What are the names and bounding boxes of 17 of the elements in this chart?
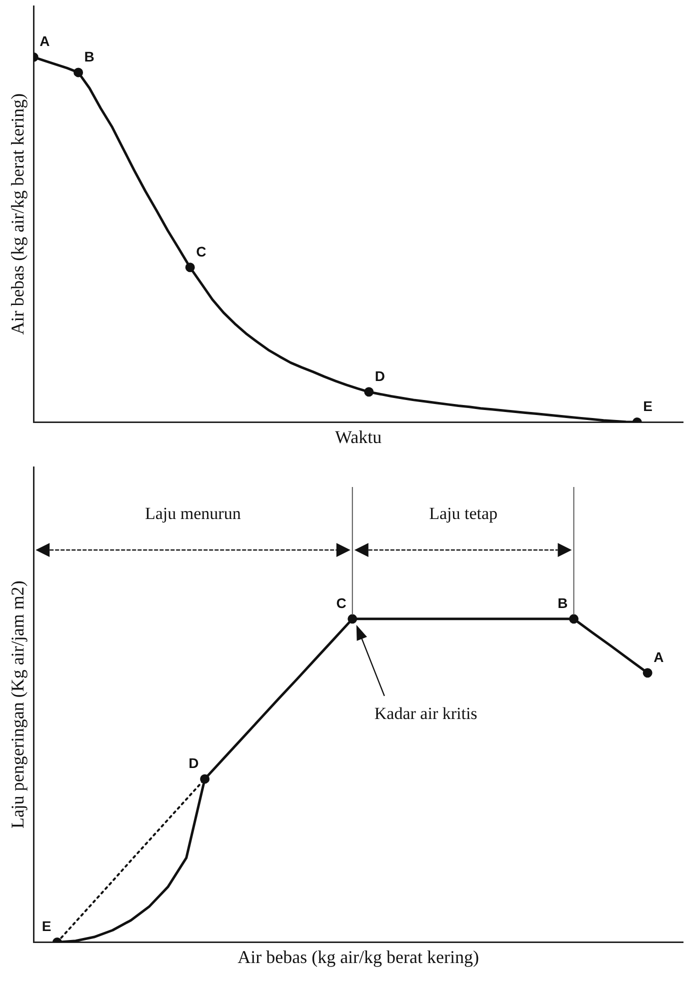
annotation: A — [654, 648, 664, 665]
annotation: D — [188, 754, 199, 771]
annotation: D — [374, 368, 386, 384]
annotation: Kadar air kritis — [374, 704, 478, 724]
x-axis-title: Waktu — [335, 426, 382, 447]
text: A — [40, 32, 50, 49]
text: Laju menurun — [144, 504, 241, 524]
annotation: C — [196, 243, 206, 260]
y-axis-title: Air bebas (kg air/kg berat kering) — [8, 93, 28, 335]
x-axis-title: Air bebas (kg air/kg berat kering) — [238, 946, 480, 967]
text: Laju tetap — [429, 504, 498, 524]
text: E — [643, 398, 652, 414]
annotation: B — [84, 48, 94, 64]
annotation: E — [42, 918, 52, 934]
y-axis-title: Laju pengeringan (Kg air/jam m2) — [8, 580, 28, 829]
text: B — [558, 594, 568, 611]
text: C — [336, 594, 346, 611]
